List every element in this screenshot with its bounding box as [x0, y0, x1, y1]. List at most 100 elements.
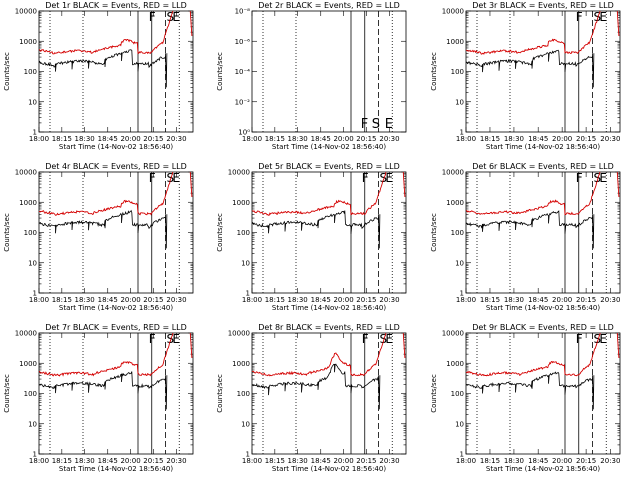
x-tick-label: 18:45 — [311, 457, 331, 465]
x-tick-label: 20:00 — [333, 457, 353, 465]
y-tick-label: 100 — [24, 390, 37, 398]
x-tick-label: 18:15 — [52, 457, 72, 465]
chart-panel-1: Det 1r BLACK = Events, RED = LLD 1 10 100 10… — [3, 0, 193, 151]
x-tick-label: 20:30 — [379, 296, 399, 304]
x-tick-label: 18:15 — [480, 457, 500, 465]
panel-title: Det 9r BLACK = Events, RED = LLD — [472, 323, 614, 332]
events-series-line — [39, 50, 167, 87]
y-tick-label: 10⁻⁴ — [235, 68, 251, 76]
x-tick-label: 18:00 — [242, 135, 262, 143]
y-tick-label: 10 — [28, 420, 37, 428]
x-tick-label: 20:15 — [576, 457, 596, 465]
marker-label: F — [362, 332, 369, 346]
x-tick-label: 20:00 — [120, 135, 140, 143]
y-tick-label: 1000 — [446, 360, 464, 368]
y-tick-label: 10 — [455, 259, 464, 267]
x-tick-label: 18:00 — [242, 457, 262, 465]
y-tick-label: 1000 — [446, 199, 464, 207]
marker-label: E — [599, 10, 607, 24]
plot-frame — [39, 11, 193, 132]
marker-label: F — [361, 117, 368, 132]
x-tick-label: 18:00 — [29, 296, 49, 304]
x-tick-label: 18:30 — [75, 457, 95, 465]
marker-label: F — [576, 171, 583, 185]
x-tick-label: 20:00 — [120, 457, 140, 465]
y-axis-label: Counts/sec — [430, 52, 438, 91]
x-tick-label: 18:45 — [528, 296, 548, 304]
x-axis-title: Start Time (14-Nov-02 18:56:40) — [59, 143, 173, 151]
panel-title: Det 2r BLACK = Events, RED = LLD — [258, 1, 400, 10]
y-tick-label: 100 — [451, 390, 464, 398]
events-series-line — [466, 50, 594, 87]
chart-panel-5: Det 5r BLACK = Events, RED = LLD 1 10 100 10… — [216, 137, 406, 312]
y-tick-label: 10000 — [15, 330, 37, 338]
y-tick-label: 1000 — [19, 199, 37, 207]
panel-title: Det 3r BLACK = Events, RED = LLD — [472, 1, 614, 10]
x-tick-label: 20:15 — [576, 135, 596, 143]
chart-panel-4: Det 4r BLACK = Events, RED = LLD11010010… — [3, 138, 193, 312]
x-tick-label: 18:15 — [480, 135, 500, 143]
x-tick-label: 20:30 — [600, 135, 620, 143]
marker-label: F — [576, 10, 583, 24]
panel-title: Det 7r BLACK = Events, RED = LLD — [45, 323, 187, 332]
x-axis-title: Start Time (14-Nov-02 18:56:40) — [486, 465, 600, 473]
panel-title: Det 6r BLACK = Events, RED = LLD — [472, 162, 614, 171]
x-tick-label: 18:15 — [265, 457, 285, 465]
y-axis-label: Counts/sec — [3, 374, 11, 413]
y-tick-label: 10 — [241, 420, 250, 428]
y-axis-label: Counts/sec — [216, 213, 224, 252]
events-series-line — [252, 211, 380, 249]
x-tick-label: 20:00 — [552, 457, 572, 465]
x-tick-label: 18:00 — [456, 296, 476, 304]
y-tick-label: 100 — [451, 229, 464, 237]
y-tick-label: 10 — [455, 98, 464, 106]
x-tick-label: 20:30 — [600, 296, 620, 304]
x-tick-label: 18:30 — [75, 296, 95, 304]
y-tick-label: 100 — [24, 229, 37, 237]
y-tick-label: 10000 — [228, 169, 250, 177]
y-tick-label: 10 — [28, 259, 37, 267]
x-axis-title: Start Time (14-Nov-02 18:56:40) — [59, 465, 173, 473]
x-tick-label: 18:30 — [75, 135, 95, 143]
x-tick-label: 20:30 — [379, 135, 399, 143]
events-series-line — [466, 372, 594, 409]
x-axis-title: Start Time (14-Nov-02 18:56:40) — [486, 304, 600, 312]
y-tick-label: 1000 — [446, 38, 464, 46]
x-tick-label: 18:45 — [528, 457, 548, 465]
x-tick-label: 18:30 — [504, 135, 524, 143]
y-tick-label: 1000 — [19, 38, 37, 46]
x-tick-label: 20:15 — [356, 457, 376, 465]
marker-label: F — [149, 332, 156, 346]
y-axis-label: Counts/sec — [430, 213, 438, 252]
y-tick-label: 1000 — [232, 360, 250, 368]
x-tick-label: 20:15 — [143, 135, 163, 143]
marker-label: F — [149, 10, 156, 24]
y-tick-label: 100 — [24, 68, 37, 76]
x-tick-label: 18:30 — [504, 296, 524, 304]
x-tick-label: 18:45 — [98, 457, 118, 465]
chart-panel-2: Det 2r BLACK = Events, RED = LLD10⁰10⁻²1… — [216, 1, 406, 151]
marker-label: E — [385, 332, 393, 346]
plot-frame — [39, 172, 193, 293]
y-tick-label: 10 — [28, 98, 37, 106]
x-tick-label: 18:45 — [98, 296, 118, 304]
y-tick-label: 10000 — [442, 169, 464, 177]
x-tick-label: 20:15 — [143, 296, 163, 304]
marker-label: E — [172, 171, 180, 185]
x-axis-title: Start Time (14-Nov-02 18:56:40) — [59, 304, 173, 312]
chart-panel-3: Det 3r BLACK = Events, RED = LLD 1 10 100 10… — [430, 0, 620, 151]
chart-panel-6: Det 6r BLACK = Events, RED = LLD 1 10 100 10… — [430, 138, 620, 312]
x-tick-label: 20:00 — [552, 135, 572, 143]
y-axis-label: Counts/sec — [216, 52, 224, 91]
plot-frame — [466, 11, 620, 132]
events-series-line — [252, 364, 380, 409]
plot-frame — [252, 333, 406, 454]
x-axis-title: Start Time (14-Nov-02 18:56:40) — [272, 304, 386, 312]
marker-label: E — [599, 171, 607, 185]
y-tick-label: 1000 — [232, 199, 250, 207]
chart-panel-7: Det 7r BLACK = Events, RED = LLD 1 10 100 10… — [3, 300, 193, 473]
y-axis-label: Counts/sec — [216, 374, 224, 413]
panel-title: Det 1r BLACK = Events, RED = LLD — [45, 1, 187, 10]
x-tick-label: 20:00 — [552, 296, 572, 304]
